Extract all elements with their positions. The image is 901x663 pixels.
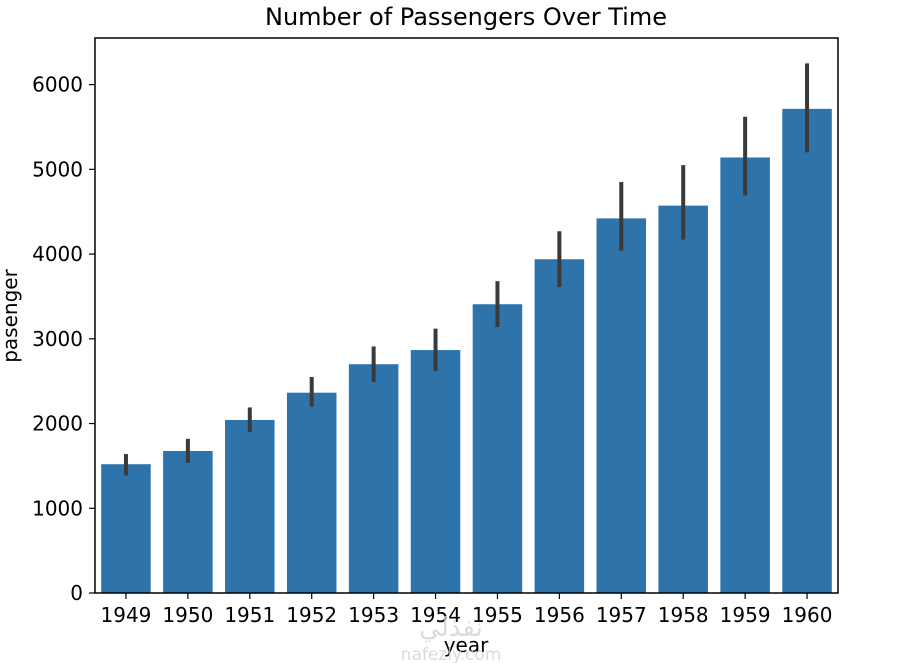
x-tick-label-1949: 1949 <box>101 603 152 627</box>
bar-1958 <box>658 205 708 593</box>
axes-layer <box>94 37 839 594</box>
bar-1950 <box>163 450 213 593</box>
watermark-logo: نفذلي <box>419 613 483 643</box>
bar-1957 <box>596 218 647 593</box>
x-tick-label-1960: 1960 <box>782 603 833 627</box>
x-tick-label-1953: 1953 <box>348 603 399 627</box>
x-tick-label-1959: 1959 <box>720 603 771 627</box>
y-axis-label: pasenger <box>0 268 22 362</box>
y-tick-label-0: 0 <box>70 581 83 605</box>
x-tick-label-1955: 1955 <box>472 603 523 627</box>
x-tick-label-1957: 1957 <box>596 603 647 627</box>
x-tick-label-1950: 1950 <box>162 603 213 627</box>
bar-1949 <box>101 464 151 593</box>
plot-frame <box>94 37 839 594</box>
x-tick-label-1958: 1958 <box>658 603 709 627</box>
bar-1954 <box>410 350 461 593</box>
y-axis-ticks: 0 1000 2000 3000 4000 5000 6000 <box>32 73 95 605</box>
bar-1959 <box>720 157 770 593</box>
y-tick-label-3000: 3000 <box>32 327 83 351</box>
y-tick-label-5000: 5000 <box>32 157 83 181</box>
watermark-site: nafezly.com <box>401 645 502 663</box>
y-tick-label-4000: 4000 <box>32 242 83 266</box>
y-tick-label-1000: 1000 <box>32 496 83 520</box>
bar-1952 <box>286 392 337 593</box>
x-tick-label-1954: 1954 <box>410 603 461 627</box>
chart-title: Number of Passengers Over Time <box>265 3 667 31</box>
x-axis-ticks: 1949 1950 1951 1952 1953 1954 1955 1956 1957 1958… <box>101 593 833 627</box>
bar-1953 <box>348 364 399 593</box>
x-axis-label: year <box>444 633 489 657</box>
y-tick-label-6000: 6000 <box>32 73 83 97</box>
x-tick-label-1956: 1956 <box>534 603 585 627</box>
bars-layer <box>101 108 832 593</box>
error-bars-layer <box>123 63 810 476</box>
bar-1960 <box>782 108 832 593</box>
x-tick-label-1952: 1952 <box>286 603 337 627</box>
y-tick-label-2000: 2000 <box>32 412 83 436</box>
watermark: نفذلي nafezly.com <box>401 613 502 663</box>
x-tick-label-1951: 1951 <box>224 603 275 627</box>
bar-1955 <box>472 304 523 593</box>
bar-1951 <box>225 419 275 593</box>
bar-1956 <box>534 259 585 593</box>
